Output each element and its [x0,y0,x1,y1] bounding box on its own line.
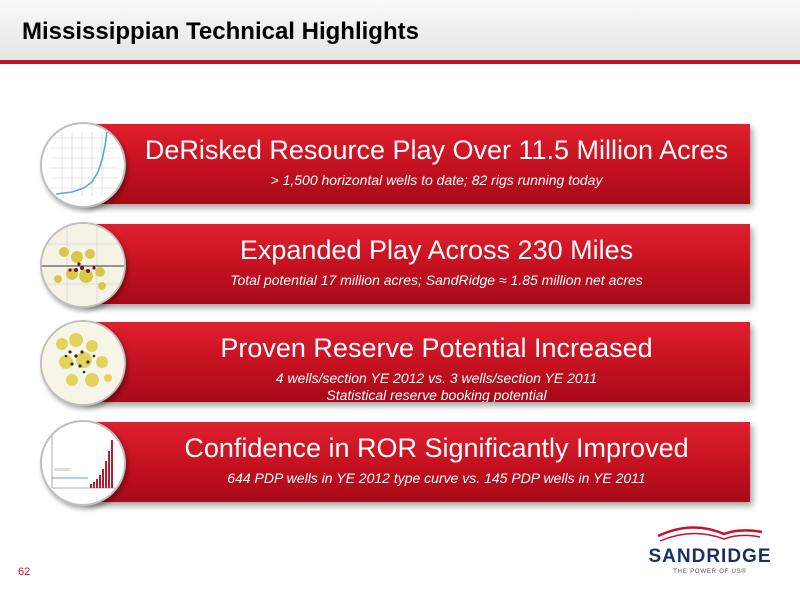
svg-text:SANDRIDGE: SANDRIDGE [648,546,771,567]
highlight-detail: Total potential 17 million acres; SandRi… [230,272,643,288]
slide-header: Mississippian Technical Highlights [0,0,800,60]
highlight-detail: 4 wells/section YE 2012 vs. 3 wells/sect… [275,370,598,386]
highlight-headline: Expanded Play Across 230 Miles [239,235,634,265]
cumulative-line-chart-thumbnail-icon [40,122,126,208]
bar-chart-thumbnail-icon [40,420,126,506]
sandridge-logo: SANDRIDGE THE POWER OF US® [648,526,771,575]
highlight-detail: 644 PDP wells in YE 2012 type curve vs. … [227,470,646,486]
highlight-band-4: Confidence in ROR Significantly Improved… [83,422,750,502]
slide-title: Mississippian Technical Highlights [22,18,419,45]
svg-text:THE POWER OF US®: THE POWER OF US® [673,568,747,575]
header-rule [0,60,800,64]
highlight-headline: Proven Reserve Potential Increased [220,333,653,363]
well-map-thumbnail-icon [40,320,126,406]
acreage-map-thumbnail-icon [40,222,126,308]
page-number: 62 [18,566,31,578]
highlight-band-3: Proven Reserve Potential Increased 4 wel… [83,322,750,402]
highlight-detail: > 1,500 horizontal wells to date; 82 rig… [270,172,603,188]
highlight-band-2: Expanded Play Across 230 Miles Total pot… [83,224,750,304]
highlight-headline: Confidence in ROR Significantly Improved [184,433,689,463]
highlight-detail: Statistical reserve booking potential [326,387,547,402]
highlight-headline: DeRisked Resource Play Over 11.5 Million… [144,135,729,165]
highlight-band-1: DeRisked Resource Play Over 11.5 Million… [83,124,750,204]
